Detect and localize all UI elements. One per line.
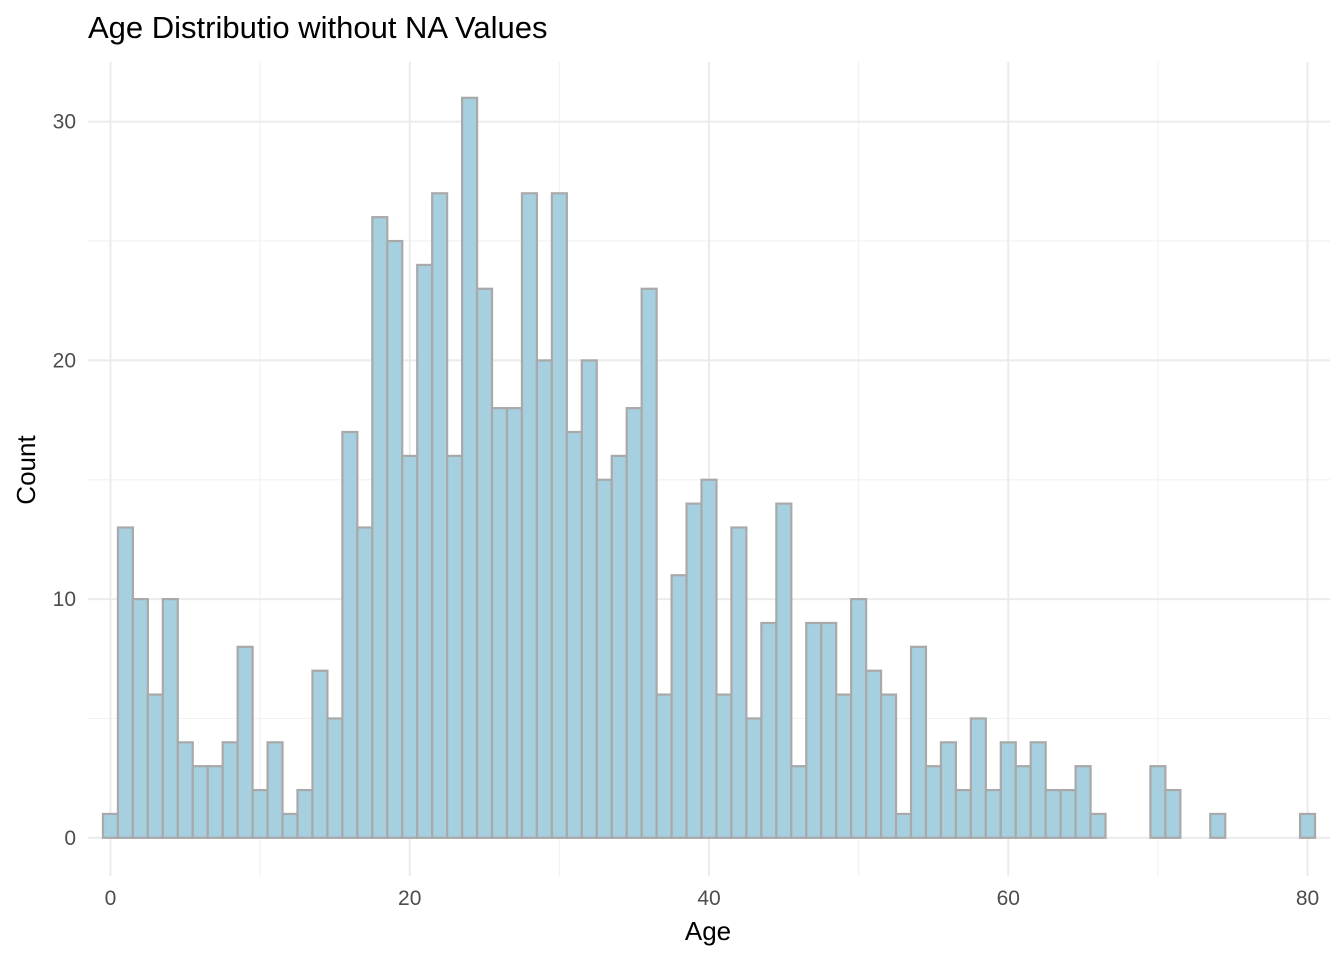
histogram-bar [311, 669, 329, 839]
histogram-bar [999, 741, 1017, 839]
histogram-bar [850, 597, 868, 839]
histogram-bar [446, 454, 464, 839]
histogram-bar [865, 669, 883, 839]
histogram-bar [640, 287, 658, 839]
histogram-bar [131, 597, 149, 839]
x-tick-label: 20 [398, 887, 421, 910]
histogram-bar [490, 407, 509, 839]
histogram-bar [745, 717, 763, 839]
y-axis-title: Count [11, 435, 41, 505]
histogram-bar [610, 454, 628, 839]
histogram-bar [625, 407, 643, 839]
histogram-bar [969, 717, 987, 839]
y-tick-label: 10 [53, 588, 76, 611]
histogram-bar [700, 478, 718, 839]
histogram-bar [909, 645, 928, 839]
histogram-bar [715, 693, 733, 839]
histogram-bar [401, 454, 419, 839]
histogram-bar [341, 430, 359, 839]
histogram-bar [161, 597, 179, 839]
histogram-bar [954, 788, 972, 839]
x-tick-label: 80 [1296, 887, 1319, 910]
histogram-bar [1298, 812, 1317, 839]
histogram-bar [1029, 741, 1047, 839]
histogram-bar [1059, 788, 1077, 839]
x-tick-label: 0 [105, 887, 117, 910]
histogram-bars [101, 96, 1317, 839]
y-tick-label: 0 [64, 827, 76, 850]
histogram-bar [670, 574, 688, 839]
histogram-bar [505, 407, 524, 839]
histogram-bar [550, 192, 568, 839]
x-axis-title: Age [685, 916, 731, 946]
histogram-bar [356, 526, 374, 839]
histogram-bar [595, 478, 613, 839]
histogram-bar [326, 717, 344, 839]
histogram-bar [1074, 765, 1092, 839]
y-axis-tick-labels: 0 10 20 30 [53, 111, 76, 850]
x-tick-label: 60 [997, 887, 1020, 910]
histogram-bar [565, 430, 583, 839]
histogram-bar [655, 693, 673, 839]
histogram-bar [1164, 788, 1182, 839]
histogram-bar [805, 621, 823, 839]
histogram-bar [924, 765, 943, 839]
x-tick-label: 40 [697, 887, 720, 910]
histogram-bar [535, 359, 553, 839]
histogram-bar [460, 96, 479, 839]
histogram-bar [520, 192, 539, 839]
histogram-bar [191, 765, 209, 839]
histogram-bar [879, 693, 898, 839]
y-tick-label: 30 [53, 111, 76, 134]
histogram-bar [266, 741, 284, 839]
histogram-bar [251, 788, 269, 839]
histogram-bar [820, 621, 838, 839]
histogram-bar [116, 526, 134, 839]
histogram-bar [835, 693, 853, 839]
histogram-bar [221, 741, 239, 839]
y-tick-label: 20 [53, 349, 76, 372]
histogram-bar [1014, 765, 1032, 839]
histogram-bar [790, 765, 808, 839]
histogram-bar [296, 788, 314, 839]
histogram-bar [984, 788, 1002, 839]
histogram-bar [236, 645, 254, 839]
histogram-bar [101, 812, 120, 839]
histogram-bar [685, 502, 703, 839]
histogram-bar [894, 812, 913, 839]
histogram-bar [431, 192, 449, 839]
histogram-bar [146, 693, 164, 839]
histogram-bar [281, 812, 299, 839]
histogram-bar [939, 741, 958, 839]
histogram-bar [386, 239, 404, 839]
histogram-bar [1209, 812, 1227, 839]
histogram-bar [775, 502, 793, 839]
chart-title: Age Distributio without NA Values [88, 10, 548, 45]
histogram-bar [1044, 788, 1062, 839]
histogram-bar [730, 526, 748, 839]
histogram-bar [206, 765, 224, 839]
histogram-bar [580, 359, 598, 839]
histogram-bar [176, 741, 194, 839]
histogram-bar [371, 216, 389, 839]
histogram-bar [475, 287, 494, 839]
histogram-bar [416, 263, 434, 839]
x-axis-tick-labels: 0 20 40 60 80 [105, 887, 1320, 910]
histogram-bar [1089, 812, 1107, 839]
histogram-bar [1149, 765, 1167, 839]
histogram-bar [760, 621, 778, 839]
